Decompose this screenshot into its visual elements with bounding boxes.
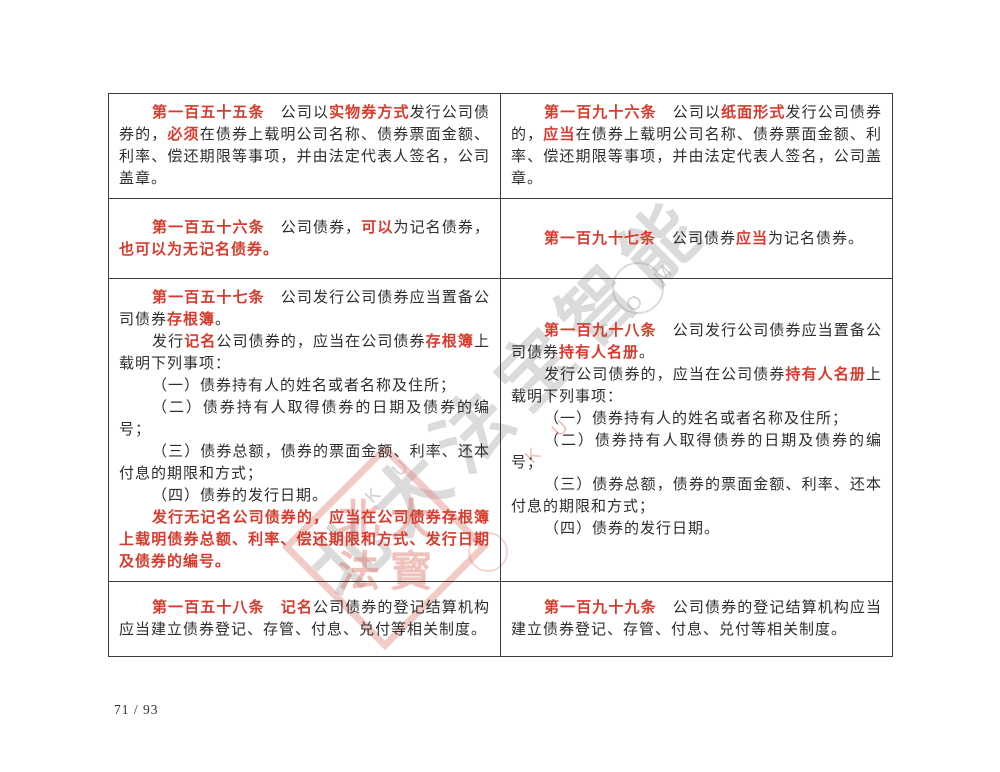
text-run: 公司以 (264, 105, 330, 121)
article-number: 第一百九十九条 (544, 600, 657, 616)
table-row: 第一百五十五条 公司以实物券方式发行公司债券的，必须在债券上载明公司名称、债券票… (108, 93, 893, 199)
article-number: 第一百五十七条 (152, 290, 265, 306)
text-run: 发行公司债券的， (511, 105, 882, 143)
article-number: 第一百五十五条 (152, 105, 265, 121)
text-run: 发行 (152, 334, 185, 350)
article-paragraph: 第一百五十五条 公司以实物券方式发行公司债券的，必须在债券上载明公司名称、债券票… (119, 102, 490, 190)
law-comparison-table: 第一百五十五条 公司以实物券方式发行公司债券的，必须在债券上载明公司名称、债券票… (108, 93, 893, 657)
article-cell-left: 第一百五十五条 公司以实物券方式发行公司债券的，必须在债券上载明公司名称、债券票… (108, 93, 501, 199)
text-run: 公司债券的登记结算机构应当建立债券登记、存管、付息、兑付等相关制度。 (119, 600, 490, 638)
text-run: 。 (639, 345, 656, 361)
article-cell-left: 第一百五十六条 公司债券，可以为记名债券， 也可以为无记名债券。 (108, 198, 501, 279)
text-run: 发行公司债券的，应当在公司债券 (544, 367, 786, 383)
text-run: 在债券上载明公司名称、债券票面金额、利率、偿还期限等事项，并由法定代表人签名，公… (511, 127, 882, 187)
article-paragraph: （四）债券的发行日期。 (511, 518, 882, 540)
text-run: 发行公司债券的， (119, 105, 490, 143)
text-run: （一）债券持有人的姓名或者名称及住所； (152, 378, 457, 394)
article-paragraph: 发行公司债券的，应当在公司债券持有人名册上载明下列事项： (511, 364, 882, 408)
article-paragraph: 第一百五十六条 公司债券，可以为记名债券， 也可以为无记名债券。 (119, 217, 490, 261)
text-run: （二）债券持有人取得债券的日期及债券的编号； (119, 400, 490, 438)
table-row: 第一百五十六条 公司债券，可以为记名债券， 也可以为无记名债券。 第一百九十七条 公… (108, 198, 893, 279)
text-run: 记名 (184, 334, 217, 350)
text-run: 发行无记名公司债券的，应当在公司债券存根簿上载明债券总额、利率、偿还期限和方式、… (119, 510, 490, 570)
text-run: （二）债券持有人取得债券的日期及债券的编号； (511, 433, 882, 471)
text-run: 必须 (167, 127, 200, 143)
text-run: 上载明下列事项： (511, 367, 882, 405)
text-run: 公司发行公司债券应当置备公司债券 (511, 323, 882, 361)
article-number: 第一百五十六条 (152, 219, 265, 236)
article-paragraph: （一）债券持有人的姓名或者名称及住所； (119, 375, 490, 397)
text-run: 公司债券的登记结算机构应当建立债券登记、存管、付息、兑付等相关制度。 (511, 600, 882, 638)
table-row: 第一百五十七条 公司发行公司债券应当置备公司债券存根簿。 发行记名公司债券的，应当… (108, 278, 893, 582)
text-run: 。 (215, 312, 232, 328)
article-paragraph: （二）债券持有人取得债券的日期及债券的编号； (511, 430, 882, 474)
text-run: 纸面形式 (721, 105, 786, 121)
text-run: 持有人名册 (785, 367, 866, 383)
text-run: （三）债券总额，债券的票面金额、利率、还本付息的期限和方式； (511, 477, 882, 515)
text-run: 公司以 (656, 105, 722, 121)
text-run (265, 600, 281, 616)
article-cell-right: 第一百九十九条 公司债券的登记结算机构应当建立债券登记、存管、付息、兑付等相关制… (500, 581, 893, 657)
text-run: 应当 (543, 127, 576, 143)
article-paragraph: （三）债券总额，债券的票面金额、利率、还本付息的期限和方式； (119, 441, 490, 485)
text-run: 为记名债券。 (768, 230, 865, 247)
article-paragraph: 第一百九十七条 公司债券应当为记名债券。 (511, 228, 882, 250)
article-paragraph: （四）债券的发行日期。 (119, 485, 490, 507)
article-cell-right: 第一百九十六条 公司以纸面形式发行公司债券的，应当在债券上载明公司名称、债券票面… (500, 93, 893, 199)
article-number: 第一百九十八条 (544, 323, 657, 339)
text-run: （一）债券持有人的姓名或者名称及住所； (544, 411, 849, 427)
article-paragraph: （三）债券总额，债券的票面金额、利率、还本付息的期限和方式； (511, 474, 882, 518)
article-number: 第一百五十八条 (152, 600, 265, 616)
article-paragraph: （二）债券持有人取得债券的日期及债券的编号； (119, 397, 490, 441)
text-run: 公司债券， (264, 219, 362, 236)
text-run: 公司债券的，应当在公司债券 (216, 334, 426, 350)
article-paragraph: 发行无记名公司债券的，应当在公司债券存根簿上载明债券总额、利率、偿还期限和方式、… (119, 507, 490, 573)
article-cell-right: 第一百九十七条 公司债券应当为记名债券。 (500, 198, 893, 279)
article-paragraph: （一）债券持有人的姓名或者名称及住所； (511, 408, 882, 430)
text-run: 存根簿 (167, 312, 216, 328)
text-run: 上载明下列事项： (119, 334, 490, 372)
text-run: （三）债券总额，债券的票面金额、利率、还本付息的期限和方式； (119, 444, 490, 482)
article-paragraph: 第一百五十七条 公司发行公司债券应当置备公司债券存根簿。 (119, 287, 490, 331)
article-paragraph: 第一百五十八条 记名公司债券的登记结算机构应当建立债券登记、存管、付息、兑付等相… (119, 597, 490, 641)
text-run: 存根簿 (425, 334, 474, 350)
text-run: 也可以为无记名债券。 (119, 241, 280, 258)
text-run: 实物券方式 (329, 105, 410, 121)
table-row: 第一百五十八条 记名公司债券的登记结算机构应当建立债券登记、存管、付息、兑付等相… (108, 581, 893, 657)
article-paragraph: 发行记名公司债券的，应当在公司债券存根簿上载明下列事项： (119, 331, 490, 375)
article-paragraph: 第一百九十八条 公司发行公司债券应当置备公司债券持有人名册。 (511, 320, 882, 364)
text-run: 在债券上载明公司名称、债券票面金额、利率、偿还期限等事项，并由法定代表人签名，公… (119, 127, 490, 187)
text-run: 公司债券 (656, 230, 737, 247)
text-run: 持有人名册 (559, 345, 640, 361)
article-number: 第一百九十六条 (544, 105, 657, 121)
article-paragraph: 第一百九十九条 公司债券的登记结算机构应当建立债券登记、存管、付息、兑付等相关制… (511, 597, 882, 641)
text-run: 为记名债券， (393, 219, 490, 236)
article-cell-left: 第一百五十七条 公司发行公司债券应当置备公司债券存根簿。 发行记名公司债券的，应当… (108, 278, 501, 582)
text-run: 记名 (280, 600, 313, 616)
text-run: 应当 (736, 230, 769, 247)
page-number: 71 / 93 (114, 702, 159, 717)
comparison-table-body: 第一百五十五条 公司以实物券方式发行公司债券的，必须在债券上载明公司名称、债券票… (108, 93, 893, 657)
article-paragraph: 第一百九十六条 公司以纸面形式发行公司债券的，应当在债券上载明公司名称、债券票面… (511, 102, 882, 190)
text-run: （四）债券的发行日期。 (152, 488, 329, 504)
article-number: 第一百九十七条 (544, 230, 657, 247)
article-cell-left: 第一百五十八条 记名公司债券的登记结算机构应当建立债券登记、存管、付息、兑付等相… (108, 581, 501, 657)
text-run: 可以 (361, 219, 394, 236)
text-run: 公司发行公司债券应当置备公司债券 (119, 290, 490, 328)
text-run: （四）债券的发行日期。 (544, 521, 721, 537)
article-cell-right: 第一百九十八条 公司发行公司债券应当置备公司债券持有人名册。 发行公司债券的，应当… (500, 278, 893, 582)
